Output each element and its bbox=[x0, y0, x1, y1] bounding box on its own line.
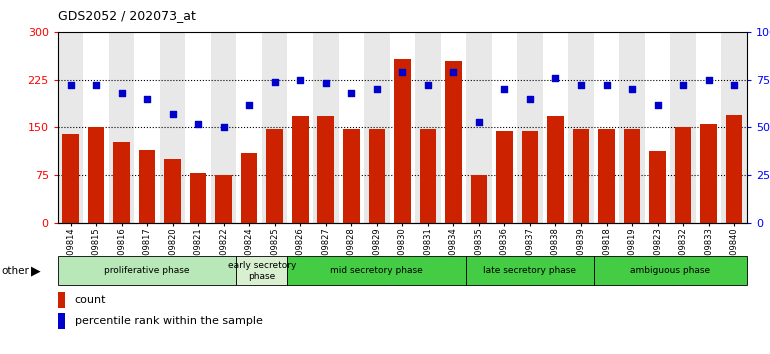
Point bbox=[524, 96, 536, 102]
Point bbox=[243, 102, 256, 107]
Text: early secretory
phase: early secretory phase bbox=[228, 261, 296, 280]
Point bbox=[320, 81, 332, 86]
Text: ▶: ▶ bbox=[31, 264, 40, 277]
Bar bbox=[164, 159, 181, 223]
Bar bbox=[139, 150, 156, 223]
Bar bbox=[236, 256, 287, 285]
Bar bbox=[186, 32, 211, 223]
Bar bbox=[343, 129, 360, 223]
Bar bbox=[696, 32, 721, 223]
Bar bbox=[543, 32, 568, 223]
Bar bbox=[619, 32, 644, 223]
Bar bbox=[470, 175, 487, 223]
Bar bbox=[313, 32, 339, 223]
Bar bbox=[671, 32, 696, 223]
Bar bbox=[292, 116, 309, 223]
Point bbox=[116, 90, 128, 96]
Bar bbox=[466, 32, 492, 223]
Text: percentile rank within the sample: percentile rank within the sample bbox=[75, 316, 263, 326]
Text: ambiguous phase: ambiguous phase bbox=[631, 266, 711, 275]
Bar bbox=[440, 32, 466, 223]
Point bbox=[575, 82, 588, 88]
Point bbox=[498, 86, 511, 92]
Point bbox=[702, 77, 715, 82]
Bar bbox=[701, 124, 717, 223]
Bar bbox=[134, 32, 160, 223]
Point bbox=[473, 119, 485, 125]
Bar bbox=[262, 32, 287, 223]
Bar bbox=[216, 175, 232, 223]
Point bbox=[447, 69, 460, 75]
Bar bbox=[113, 142, 130, 223]
Point bbox=[396, 69, 408, 75]
Bar bbox=[521, 131, 538, 223]
Bar bbox=[568, 32, 594, 223]
Text: count: count bbox=[75, 295, 106, 305]
Bar bbox=[83, 32, 109, 223]
Text: proliferative phase: proliferative phase bbox=[104, 266, 190, 275]
Bar bbox=[390, 32, 415, 223]
Bar bbox=[598, 129, 614, 223]
Point bbox=[166, 111, 179, 117]
Point bbox=[217, 125, 229, 130]
Bar bbox=[415, 32, 440, 223]
Bar bbox=[726, 115, 742, 223]
Bar bbox=[211, 32, 236, 223]
Bar bbox=[721, 32, 747, 223]
Bar bbox=[496, 131, 513, 223]
Point bbox=[345, 90, 357, 96]
Text: late secretory phase: late secretory phase bbox=[484, 266, 577, 275]
Text: other: other bbox=[2, 266, 29, 276]
Point bbox=[626, 86, 638, 92]
Point bbox=[192, 121, 204, 126]
Bar bbox=[492, 32, 517, 223]
Bar bbox=[547, 116, 564, 223]
Point bbox=[728, 82, 740, 88]
Point bbox=[141, 96, 153, 102]
Bar bbox=[466, 256, 594, 285]
Bar bbox=[420, 129, 436, 223]
Bar bbox=[62, 134, 79, 223]
Bar bbox=[445, 61, 462, 223]
Point bbox=[370, 86, 383, 92]
Bar bbox=[58, 256, 236, 285]
Bar bbox=[573, 129, 589, 223]
Point bbox=[90, 82, 102, 88]
Bar bbox=[649, 151, 666, 223]
Bar bbox=[675, 127, 691, 223]
Point bbox=[651, 102, 664, 107]
Bar bbox=[109, 32, 134, 223]
Bar bbox=[58, 32, 83, 223]
Bar bbox=[624, 129, 641, 223]
Bar bbox=[266, 129, 283, 223]
Point bbox=[294, 77, 306, 82]
Bar bbox=[190, 173, 206, 223]
Point bbox=[549, 75, 561, 81]
Bar bbox=[517, 32, 543, 223]
Bar bbox=[287, 32, 313, 223]
Bar bbox=[364, 32, 390, 223]
Bar bbox=[88, 127, 104, 223]
Bar bbox=[339, 32, 364, 223]
Bar bbox=[287, 256, 466, 285]
Point bbox=[65, 82, 77, 88]
Bar bbox=[594, 32, 619, 223]
Bar bbox=[160, 32, 186, 223]
Bar bbox=[317, 116, 334, 223]
Point bbox=[269, 79, 281, 84]
Text: GDS2052 / 202073_at: GDS2052 / 202073_at bbox=[58, 9, 196, 22]
Point bbox=[601, 82, 613, 88]
Bar bbox=[644, 32, 671, 223]
Bar bbox=[241, 153, 257, 223]
Text: mid secretory phase: mid secretory phase bbox=[330, 266, 424, 275]
Point bbox=[422, 82, 434, 88]
Bar bbox=[236, 32, 262, 223]
Bar bbox=[369, 129, 385, 223]
Bar bbox=[594, 256, 747, 285]
Bar bbox=[394, 59, 410, 223]
Point bbox=[677, 82, 689, 88]
